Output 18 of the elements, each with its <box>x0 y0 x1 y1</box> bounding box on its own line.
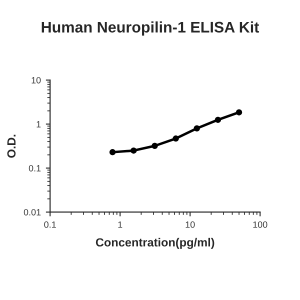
y-tick-label: 0.01 <box>24 209 41 216</box>
x-tick-label: 1 <box>118 221 122 228</box>
point <box>130 147 137 154</box>
x-axis-title: Concentration(pg/ml) <box>96 238 214 249</box>
point <box>236 109 242 116</box>
y-tick-label: 10 <box>32 77 41 84</box>
point <box>172 135 179 142</box>
point <box>194 125 200 132</box>
x-tick-label: 10 <box>186 221 195 228</box>
point <box>109 149 116 156</box>
x-tick-label: 0.1 <box>44 221 56 228</box>
y-tick-label: 0.1 <box>28 165 41 172</box>
y-axis-title: O.D. <box>7 134 16 158</box>
point <box>152 142 158 149</box>
chart-title: Human Neuropilin-1 ELISA Kit <box>42 21 260 36</box>
y-tick-label: 1 <box>36 121 41 128</box>
x-tick-label: 100 <box>253 221 268 228</box>
point <box>214 116 222 123</box>
